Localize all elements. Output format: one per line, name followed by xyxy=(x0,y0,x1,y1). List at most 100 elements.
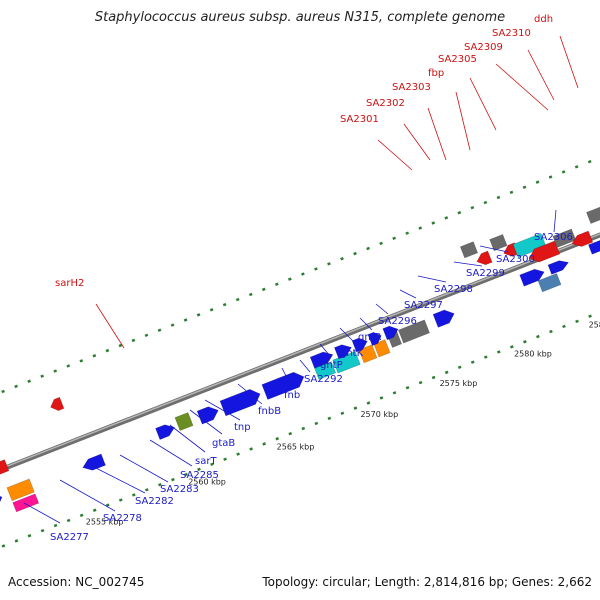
tick-mark xyxy=(210,462,214,466)
tick-mark xyxy=(288,431,293,436)
label-leader-line xyxy=(453,261,483,267)
label-leader-line xyxy=(23,502,61,524)
forward-gene-shape xyxy=(82,453,106,471)
forward-gene-shape xyxy=(367,331,382,347)
label-leader-line xyxy=(89,464,146,494)
label-leader-line xyxy=(375,303,389,315)
tick-mark xyxy=(523,340,527,344)
reverse-gene-label: SA2305 xyxy=(438,54,477,65)
forward-gene xyxy=(432,309,455,328)
tick-mark xyxy=(183,318,188,322)
forward-gene xyxy=(334,344,352,360)
label-leader-line xyxy=(469,77,497,131)
forward-gene xyxy=(261,371,305,400)
label-leader-line xyxy=(59,479,116,512)
forward-gene-shape xyxy=(358,344,378,364)
genome-map: 2555 kbp 2560 kbp 2565 kbp 2570 kbp 2575 kbp… xyxy=(0,14,600,548)
forward-gene xyxy=(332,350,361,374)
tick-mark xyxy=(157,328,162,332)
forward-gene-shape xyxy=(261,371,305,400)
reverse-gene-shape xyxy=(459,241,479,259)
tick-mark xyxy=(470,360,475,364)
forward-gene xyxy=(12,493,40,513)
forward-gene-shape xyxy=(174,412,194,432)
reverse-gene xyxy=(586,204,600,224)
tick-mark xyxy=(249,447,253,451)
forward-gene xyxy=(174,412,194,432)
tick-mark xyxy=(79,359,84,363)
forward-gene xyxy=(309,351,334,369)
reverse-gene-shape xyxy=(586,204,600,224)
reverse-gene xyxy=(489,234,508,252)
tick-mark xyxy=(535,180,540,184)
label-leader-line xyxy=(204,399,241,421)
forward-gene-shape xyxy=(373,339,391,358)
tick-mark xyxy=(327,262,331,266)
reverse-gene xyxy=(50,396,65,411)
label-leader-line xyxy=(553,209,557,233)
genome-backbone-highlight xyxy=(0,233,600,470)
tick-mark xyxy=(562,324,566,329)
reverse-gene-label: sarH2 xyxy=(55,278,84,289)
kbp-label: 2570 kbp xyxy=(360,410,398,419)
reverse-gene-label: SA2310 xyxy=(492,28,531,39)
forward-gene xyxy=(351,337,368,353)
forward-gene xyxy=(382,325,399,341)
tick-mark xyxy=(235,297,240,302)
kbp-label: 2585 kbp xyxy=(589,321,600,330)
tick-mark xyxy=(536,334,540,339)
genome-backbone xyxy=(0,232,600,473)
label-leader-line xyxy=(281,367,293,389)
kbp-label: 2565 kbp xyxy=(277,443,315,452)
forward-gene-label: SA2300 xyxy=(496,254,535,265)
forward-gene-label: fnbB xyxy=(258,406,281,417)
tick-mark xyxy=(131,338,136,343)
forward-gene xyxy=(219,389,261,417)
tick-mark xyxy=(184,472,188,477)
forward-gene-label: gntK xyxy=(340,348,364,359)
forward-gene xyxy=(82,453,106,471)
tick-mark xyxy=(248,292,253,297)
tick-mark xyxy=(588,314,592,318)
tick-mark xyxy=(170,323,175,327)
forward-gene-label: SA2299 xyxy=(466,268,505,279)
reverse-gene-shape xyxy=(528,240,561,263)
label-leader-line xyxy=(479,245,509,253)
label-leader-line xyxy=(559,35,579,89)
forward-gene-shape xyxy=(155,424,175,440)
tick-mark xyxy=(197,467,201,472)
tick-mark xyxy=(392,391,397,395)
forward-gene-shape xyxy=(314,361,337,380)
genome-title: Staphylococcus aureus subsp. aureus N315… xyxy=(94,10,506,25)
label-leader-line xyxy=(495,63,549,111)
forward-gene-label: SA2278 xyxy=(103,513,142,524)
forward-gene-shape xyxy=(432,309,455,328)
kbp-label: 2560 kbp xyxy=(188,477,226,486)
tick-mark xyxy=(262,442,267,446)
tick-mark xyxy=(431,221,436,225)
tick-mark xyxy=(1,544,6,548)
label-leader-line xyxy=(399,289,417,299)
forward-gene-shape xyxy=(351,337,368,353)
label-leader-line xyxy=(417,275,447,283)
tick-mark xyxy=(314,267,318,271)
forward-gene-label: SA2306 xyxy=(534,232,573,243)
forward-gene-label: SA2292 xyxy=(304,374,343,385)
tick-mark xyxy=(379,396,384,400)
tick-mark xyxy=(236,452,240,456)
forward-gene-shape xyxy=(519,268,545,287)
label-leader-line xyxy=(319,343,331,357)
tick-mark xyxy=(522,185,527,189)
forward-gene-shape xyxy=(382,325,399,341)
tick-mark xyxy=(40,374,45,378)
tick-mark xyxy=(496,195,501,200)
forward-gene xyxy=(537,273,562,293)
tick-mark xyxy=(105,503,110,507)
forward-gene-shape xyxy=(6,478,35,502)
forward-gene-label: fnb xyxy=(284,390,300,401)
reverse-gene-label: SA2309 xyxy=(464,42,503,53)
tick-mark xyxy=(118,343,123,348)
tick-mark xyxy=(392,236,396,241)
label-leader-line xyxy=(95,303,125,349)
forward-gene-label: SA2277 xyxy=(50,532,89,543)
